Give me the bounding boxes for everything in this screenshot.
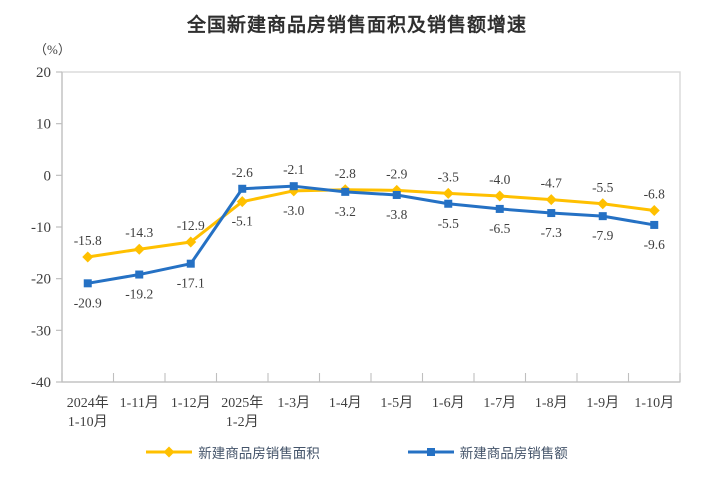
y-axis-tick-label: -20 (31, 272, 51, 288)
data-point-marker-0-3 (236, 196, 248, 208)
chart-title: 全国新建商品房销售面积及销售额增速 (186, 15, 527, 36)
x-axis-tick-label: 2024年 1-10月 (67, 395, 109, 430)
x-axis-tick-label: 1-5月 (380, 395, 413, 411)
data-label-high-7: -3.5 (438, 169, 460, 184)
data-label-low-11: -9.6 (644, 237, 666, 252)
x-axis-tick-label: 1-3月 (277, 395, 310, 411)
y-axis-tick-label: -30 (31, 323, 51, 339)
data-point-marker-1-8 (495, 204, 504, 213)
data-point-marker-1-3 (238, 184, 247, 193)
data-point-marker-1-2 (186, 259, 195, 268)
data-label-high-9: -4.7 (541, 176, 563, 191)
data-point-marker-1-4 (289, 182, 298, 191)
plot-area-border (61, 71, 681, 383)
data-label-low-5: -3.2 (335, 204, 356, 219)
legend-label-sales-amount: 新建商品房销售额 (459, 446, 568, 461)
data-point-marker-0-0 (82, 251, 94, 263)
data-point-marker-0-2 (185, 236, 197, 248)
legend-marker-sales-amount-icon (407, 448, 454, 456)
legend-label-sales-area: 新建商品房销售面积 (198, 446, 320, 461)
data-label-high-6: -2.9 (386, 166, 408, 181)
line-chart: 20 10 0 -10 -20 -30 -40 2024年 1-10月 1-11月 1-12月 202… (31, 65, 681, 430)
data-label-high-1: -14.3 (125, 225, 153, 240)
data-point-marker-1-10 (598, 212, 607, 221)
data-point-marker-1-6 (392, 190, 401, 199)
data-label-low-0: -20.9 (74, 295, 102, 310)
data-label-low-9: -7.3 (541, 225, 563, 240)
data-label-high-5: -2.8 (335, 166, 357, 181)
data-point-marker-1-11 (650, 220, 659, 229)
data-label-high-11: -6.8 (644, 186, 666, 201)
legend-item-sales-area: 新建商品房销售面积 (146, 442, 320, 462)
legend-diamond-icon (163, 446, 175, 458)
data-point-marker-0-11 (648, 204, 660, 216)
x-axis-tick-label: 1-4月 (329, 395, 362, 411)
data-point-marker-1-9 (547, 209, 556, 218)
legend-item-sales-amount: 新建商品房销售额 (407, 442, 568, 462)
data-point-marker-1-0 (83, 279, 92, 288)
data-label-low-8: -6.5 (489, 221, 511, 236)
x-axis-tick-label: 1-10月 (634, 395, 674, 411)
data-label-high-4: -2.1 (283, 162, 304, 177)
data-label-high-0: -15.8 (74, 233, 102, 248)
legend-square-icon (426, 448, 435, 456)
series-line-0 (87, 188, 655, 259)
y-axis-tick-label: 20 (36, 65, 51, 81)
data-label-high-10: -5.5 (592, 180, 614, 195)
data-point-marker-0-8 (494, 190, 506, 202)
data-point-marker-1-7 (444, 199, 453, 208)
y-axis-unit-label: （%） (34, 42, 71, 57)
chart-legend: 新建商品房销售面积 新建商品房销售额 (0, 441, 714, 463)
data-point-marker-0-9 (545, 194, 557, 206)
data-label-low-1: -19.2 (125, 287, 153, 302)
y-axis-tick-label: 0 (44, 168, 52, 184)
y-axis-tick-label: -40 (31, 375, 51, 391)
data-label-high-3: -2.6 (232, 165, 254, 180)
legend-marker-sales-area-icon (146, 446, 193, 458)
data-point-marker-1-1 (135, 270, 144, 279)
data-label-high-8: -4.0 (489, 172, 511, 187)
x-axis-tick-label: 1-11月 (120, 395, 159, 411)
data-point-marker-0-10 (597, 198, 609, 210)
data-label-low-10: -7.9 (592, 228, 614, 243)
data-label-low-7: -5.5 (438, 216, 460, 231)
x-axis-tick-label: 1-12月 (171, 395, 211, 411)
x-axis-tick-label: 1-6月 (432, 395, 465, 411)
data-label-low-6: -3.8 (386, 207, 408, 222)
data-label-high-2: -12.9 (177, 218, 205, 233)
x-axis-tick-label: 1-8月 (535, 395, 568, 411)
data-point-marker-0-1 (133, 243, 145, 255)
x-axis-tick-label: 2025年 1-2月 (221, 395, 263, 430)
series-line-1 (87, 184, 655, 285)
data-point-marker-0-7 (442, 187, 454, 199)
data-label-low-4: -3.0 (283, 203, 305, 218)
x-axis-tick-label: 1-9月 (586, 395, 619, 411)
y-axis-tick-label: 10 (36, 117, 51, 133)
x-axis-tick-label: 1-7月 (483, 395, 516, 411)
y-axis-tick-label: -10 (31, 220, 51, 236)
data-point-marker-1-5 (341, 187, 350, 196)
data-label-low-3: -5.1 (232, 214, 253, 229)
data-label-low-2: -17.1 (177, 276, 205, 291)
